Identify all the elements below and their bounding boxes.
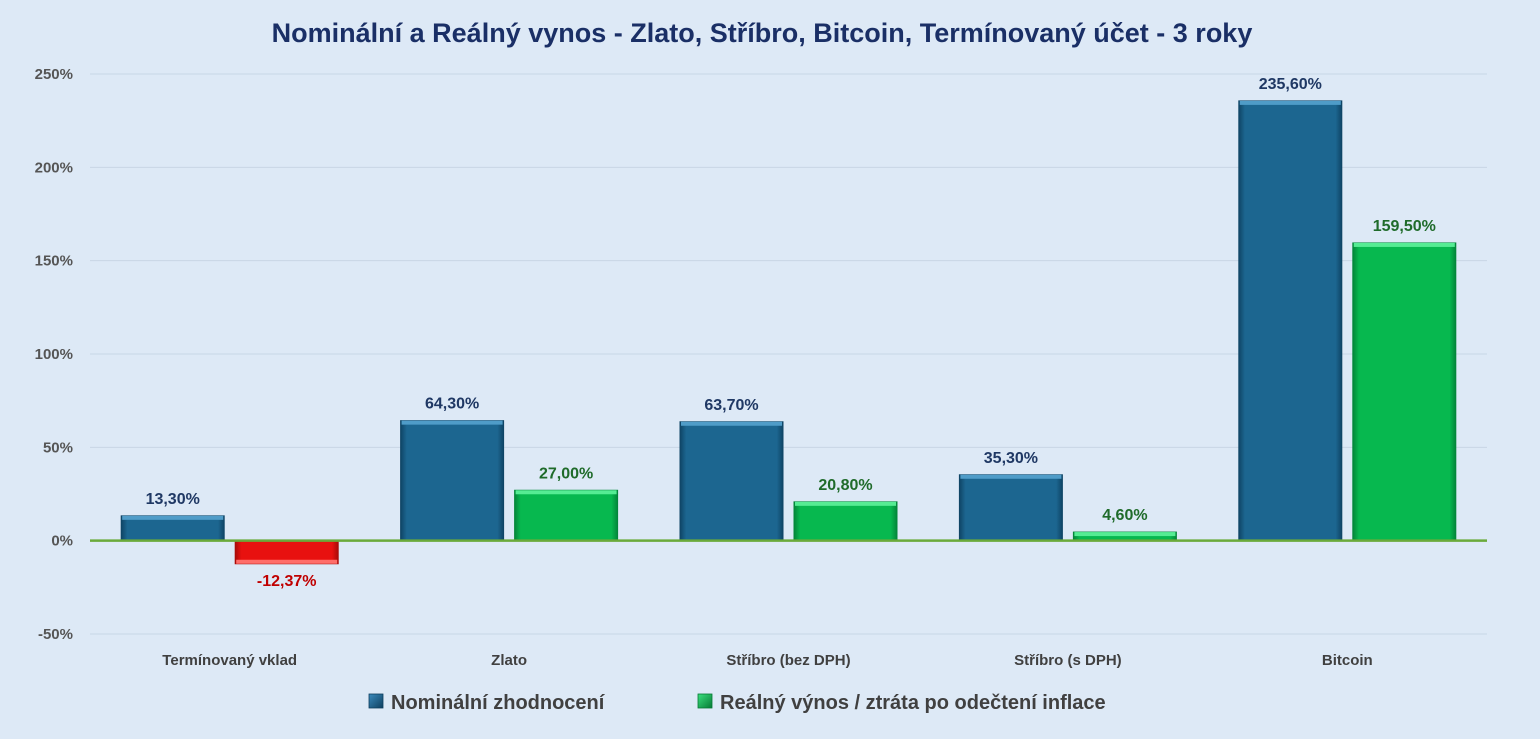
data-label: 159,50%: [1373, 218, 1436, 235]
bar-real: [793, 501, 898, 542]
y-tick-label: -50%: [38, 626, 73, 643]
legend: Nominální zhodnocení Reálný výnos / ztrá…: [368, 692, 1106, 714]
y-tick-label: 0%: [51, 533, 73, 550]
y-tick-label: 150%: [35, 253, 73, 270]
bar-bevel: [681, 421, 782, 426]
chart-title: Nominální a Reálný vynos - Zlato, Stříbr…: [272, 18, 1253, 48]
legend-swatch-real: [697, 693, 713, 709]
bar-bevel: [960, 474, 1062, 479]
x-tick-label: Zlato: [491, 652, 527, 669]
data-label: 4,60%: [1102, 507, 1147, 524]
bar-real: [1352, 242, 1457, 542]
data-label: 20,80%: [818, 477, 872, 494]
data-label: 27,00%: [539, 465, 593, 482]
data-label: 64,30%: [425, 396, 479, 413]
bar-bevel: [122, 515, 224, 520]
gridlines: [90, 73, 1487, 635]
data-label: 235,60%: [1259, 76, 1322, 93]
x-axis: Termínovaný vklad Zlato Stříbro (bez DPH) S…: [162, 652, 1372, 669]
bar-nominal: [679, 421, 784, 542]
legend-swatch-nominal: [368, 693, 384, 709]
legend-label-nominal: Nominální zhodnocení: [391, 692, 606, 714]
bar-bevel: [401, 420, 503, 425]
x-tick-label: Termínovaný vklad: [162, 652, 297, 669]
bar-bevel: [515, 490, 617, 495]
bar-bevel: [236, 559, 338, 564]
bar-bevel: [1353, 242, 1455, 247]
data-label: -12,37%: [257, 573, 317, 590]
bar-nominal: [1238, 100, 1343, 542]
x-tick-label: Stříbro (bez DPH): [726, 652, 850, 669]
bar-bevel: [1074, 532, 1176, 537]
data-label: 35,30%: [984, 450, 1038, 467]
bar-nominal: [400, 420, 505, 542]
data-labels: 13,30% 64,30% 63,70% 35,30% 235,60% -12,37% 27…: [146, 76, 1436, 590]
x-tick-label: Stříbro (s DPH): [1014, 652, 1122, 669]
legend-label-real: Reálný výnos / ztráta po odečtení inflac…: [720, 692, 1106, 714]
x-tick-label: Bitcoin: [1322, 652, 1373, 669]
y-tick-label: 200%: [35, 159, 73, 176]
y-tick-label: 100%: [35, 346, 73, 363]
y-axis: -50% 0% 50% 100% 150% 200% 250%: [35, 66, 73, 643]
bar-real: [514, 489, 619, 542]
data-label: 63,70%: [704, 397, 758, 414]
y-tick-label: 50%: [43, 439, 73, 456]
bar-nominal: [958, 474, 1063, 542]
data-label: 13,30%: [146, 491, 200, 508]
bars: [120, 100, 1457, 565]
y-tick-label: 250%: [35, 66, 73, 83]
bar-bevel: [1239, 100, 1341, 105]
bar-bevel: [795, 501, 896, 506]
